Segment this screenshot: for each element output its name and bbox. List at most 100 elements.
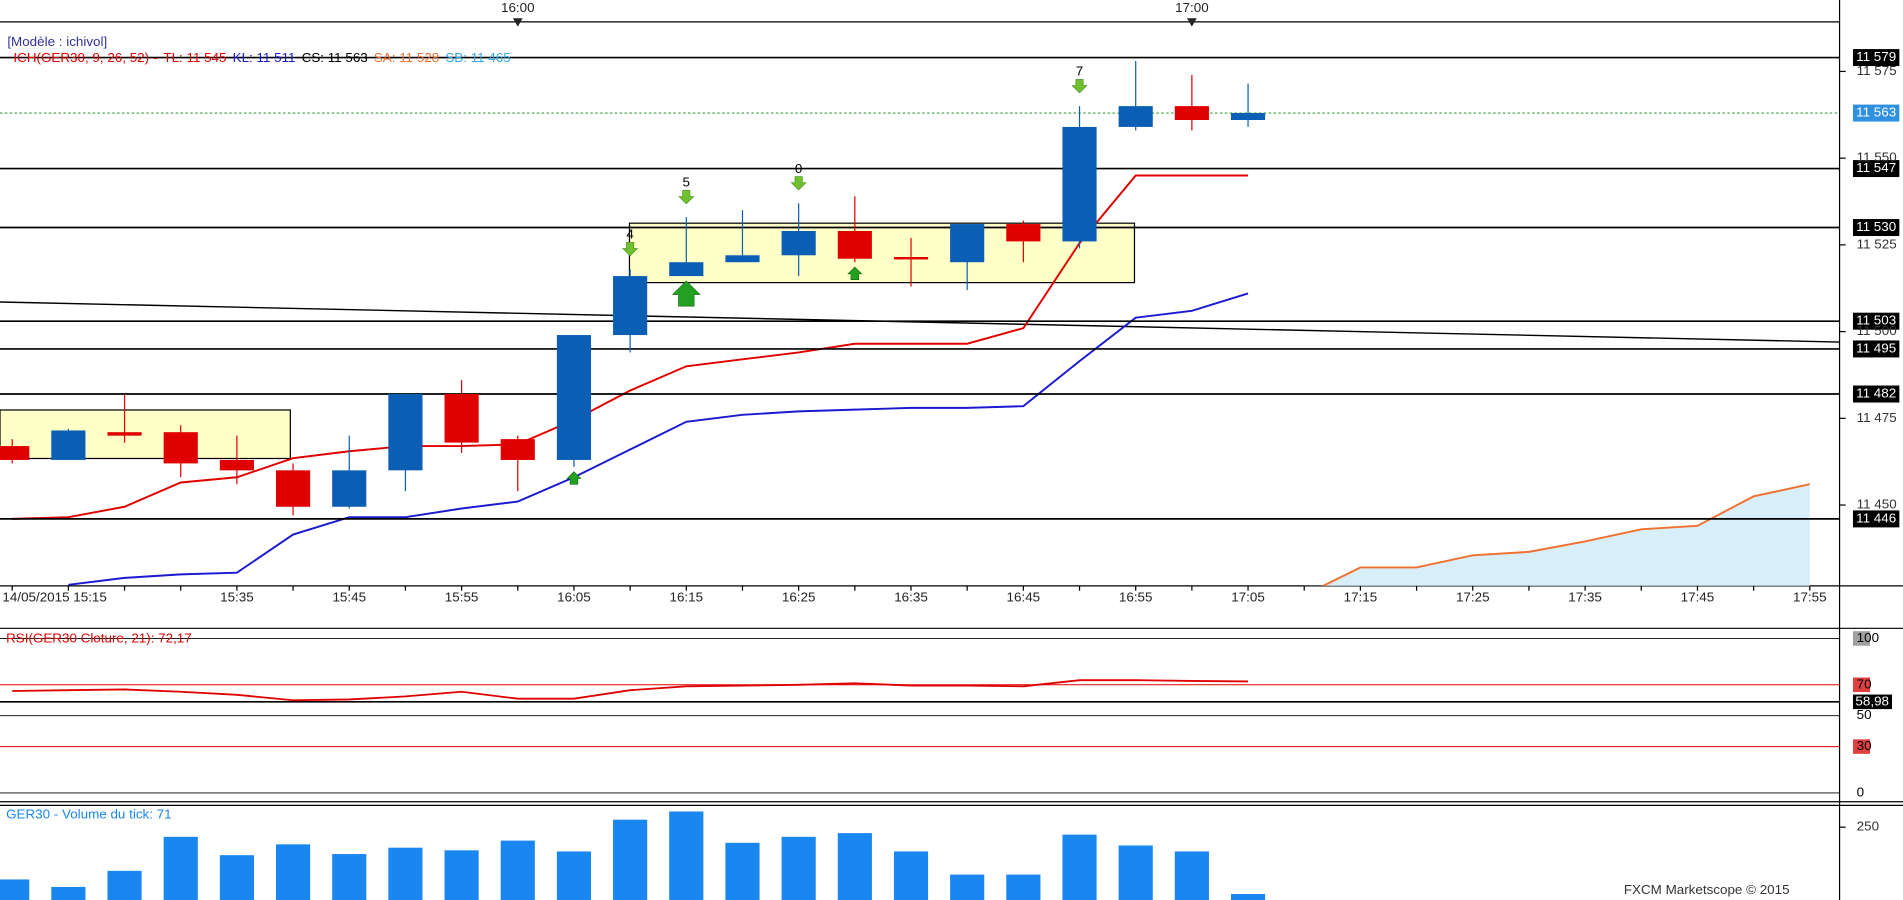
legend-item: SB: 11 465 <box>445 50 510 65</box>
y-tick-label: 11 450 <box>1857 497 1897 512</box>
rsi-tick-label: 100 <box>1857 630 1879 645</box>
volume-bar <box>1118 845 1153 900</box>
rsi-tick-box <box>1852 739 1871 754</box>
level-label: 11 547 <box>1856 160 1896 175</box>
volume-bar <box>781 836 816 900</box>
rsi-tick-box <box>1852 677 1871 693</box>
level-label-box <box>1852 49 1900 67</box>
rsi-tick-box <box>1852 631 1871 646</box>
rsi-tick-box <box>1852 785 1871 801</box>
candle-body <box>950 224 985 263</box>
volume-bar <box>837 833 872 900</box>
candle-body <box>1006 224 1041 242</box>
volume-plot <box>0 811 1266 900</box>
candle-body <box>219 459 254 471</box>
candle-body <box>725 255 760 263</box>
volume-bar <box>1230 894 1266 900</box>
candle-body <box>275 470 311 507</box>
y-tick-label: 11 475 <box>1857 410 1897 425</box>
signal-arrow <box>1071 79 1088 94</box>
legend-item: KL: 11 511 <box>233 50 296 65</box>
rsi-tick-label: 70 <box>1857 676 1872 691</box>
rsi-tick-box <box>1852 708 1871 723</box>
volume-bar <box>500 840 535 900</box>
volume-bar <box>275 844 311 900</box>
level-label: 11 563 <box>1856 105 1896 120</box>
candle-body <box>556 335 592 460</box>
x-tick-label: 17:35 <box>1568 590 1602 605</box>
x-tick-label: 14/05/2015 15:15 <box>2 590 106 605</box>
candle-body <box>163 432 198 464</box>
candle-body <box>1118 106 1153 127</box>
volume-bar <box>388 847 423 900</box>
rsi-tick-label: 0 <box>1857 784 1864 799</box>
x-tick-label: 16:35 <box>894 590 928 605</box>
volume-bar <box>669 811 704 900</box>
signal-count: 4 <box>626 227 634 242</box>
buy-arrow <box>847 266 863 280</box>
trendline <box>0 301 1840 343</box>
rsi-current-box <box>1852 694 1893 710</box>
y-tick-label: 11 575 <box>1857 63 1897 78</box>
signal-count: 5 <box>683 175 690 190</box>
level-label: 11 495 <box>1856 340 1896 355</box>
volume-bar <box>107 870 142 900</box>
signal-arrow <box>678 190 695 205</box>
candle-body <box>669 262 704 277</box>
signal-count: 0 <box>795 161 802 176</box>
cloud-area <box>1304 484 1810 586</box>
candle-body <box>388 394 423 471</box>
volume-bar <box>950 874 985 900</box>
x-tick-label: 15:55 <box>445 590 479 605</box>
x-tick-label: 17:05 <box>1231 590 1265 605</box>
top-time-label: 17:00 <box>1175 0 1209 15</box>
legend-item: CS: 11 563 <box>302 50 368 65</box>
top-time-marker <box>512 18 523 27</box>
level-label-box <box>1852 340 1900 358</box>
buy-arrow <box>671 280 701 307</box>
rsi-tick-label: 50 <box>1857 707 1872 722</box>
volume-bar <box>0 879 30 900</box>
candle-body <box>500 439 535 460</box>
volume-title: GER30 - Volume du tick: 71 <box>6 807 172 822</box>
x-tick-label: 17:25 <box>1456 590 1490 605</box>
top-time-marker <box>1186 18 1197 27</box>
level-label-box <box>1852 312 1900 330</box>
x-tick-label: 16:45 <box>1007 590 1041 605</box>
x-tick-label: 16:15 <box>670 590 704 605</box>
candle-body <box>613 276 648 336</box>
zone <box>628 222 1136 284</box>
candle-body <box>893 257 929 260</box>
x-tick-label: 16:55 <box>1119 590 1153 605</box>
candle-body <box>444 394 479 443</box>
y-tick-label: 11 550 <box>1857 150 1897 165</box>
legend-item: TL: 11 545 <box>163 50 226 65</box>
volume-bar <box>51 886 86 900</box>
volume-bar <box>1006 874 1041 900</box>
buy-arrow <box>566 471 582 485</box>
legend-item: SA: 11 528 <box>374 50 439 65</box>
volume-bar <box>163 836 198 900</box>
level-label-box <box>1852 510 1900 528</box>
price-plot <box>0 56 1840 586</box>
zone <box>0 409 291 460</box>
level-label: 11 482 <box>1856 386 1896 401</box>
candle-body <box>0 446 30 460</box>
indicator-line <box>12 174 1249 520</box>
indicator-legend: ICH(GER30, 9, 26, 52) - TL: 11 545 KL: 11 … <box>13 50 510 65</box>
x-tick-label: 17:15 <box>1344 590 1378 605</box>
indicator-line <box>1320 483 1811 586</box>
candle-body <box>781 230 816 256</box>
level-label: 11 503 <box>1856 313 1896 328</box>
x-tick-label: 15:45 <box>332 590 366 605</box>
candle-body <box>332 470 367 507</box>
level-label-box <box>1852 219 1900 237</box>
x-tick-label: 16:05 <box>557 590 591 605</box>
candle-body <box>1174 106 1209 120</box>
legend-item: ICH(GER30, 9, 26, 52) - <box>13 50 157 65</box>
x-tick-label: 17:55 <box>1793 590 1827 605</box>
watermark: FXCM Marketscope © 2015 <box>1624 882 1790 897</box>
chart-title: [Modèle : ichivol] <box>7 34 107 49</box>
